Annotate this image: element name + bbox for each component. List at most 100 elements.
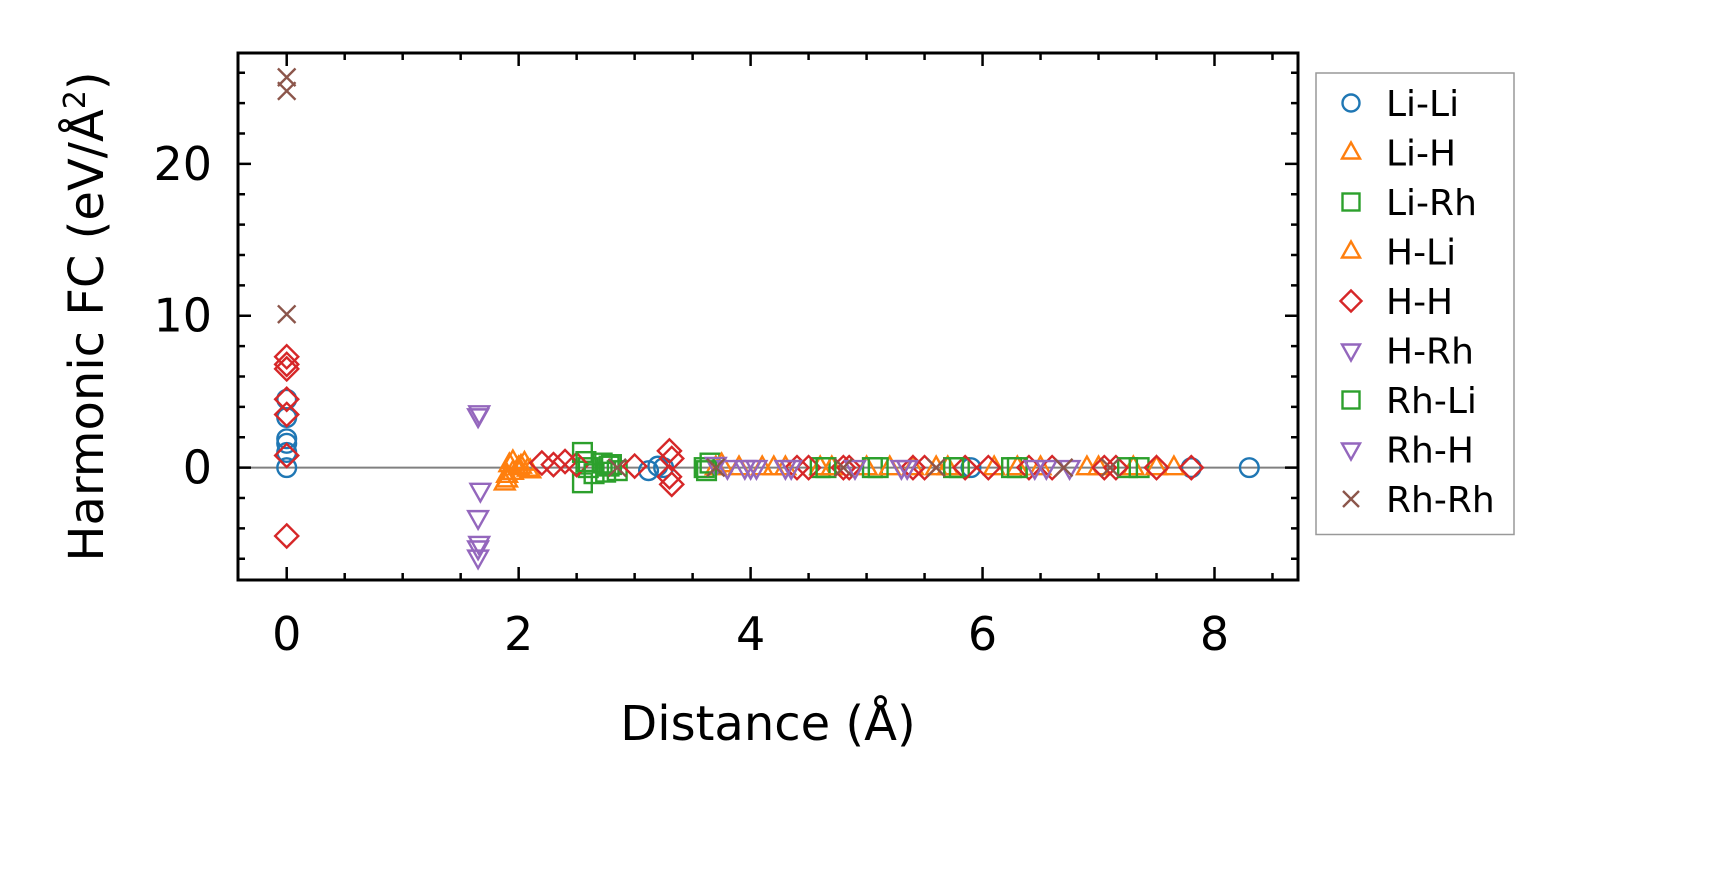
data-point-h-rh [1034,459,1059,482]
data-point-h-h [658,445,685,472]
data-point-li-li [276,457,298,479]
y-axis-label-main: Harmonic FC (eV/Å [58,109,115,562]
plot-area-frame [236,51,1300,582]
data-point-h-rh [466,509,491,532]
legend-label-li-li: Li-Li [1386,84,1459,125]
legend-label-rh-rh: Rh-Rh [1386,480,1495,521]
data-point-h-li [819,454,844,476]
data-point-li-h [1121,454,1146,476]
legend-label-li-h: Li-H [1386,134,1456,175]
data-point-rh-rh [926,457,946,478]
data-point-h-h [951,454,979,481]
data-point-h-rh [843,459,867,482]
data-point-h-h [273,355,300,383]
y-tick-label: 10 [153,289,212,343]
data-point-rh-li [1006,457,1028,479]
data-point-h-h [273,343,300,370]
legend-marker-h-rh [1339,343,1363,363]
data-point-h-h [273,522,300,550]
legend-marker-rh-li [1341,390,1361,410]
data-point-rh-li [695,460,718,482]
data-point-h-h [656,437,683,465]
data-point-h-h [975,454,1002,481]
data-point-li-rh [1128,457,1150,479]
data-point-rh-rh [833,457,854,478]
x-tick-label: 6 [968,607,997,661]
data-point-rh-li [583,463,605,485]
x-tick-label: 2 [504,607,533,661]
legend-marker-li-li [1341,93,1361,113]
data-point-h-h [540,451,567,478]
data-point-li-li [960,457,982,479]
x-tick-label: 8 [1200,607,1229,661]
data-point-rh-h [738,459,763,482]
data-point-h-li [500,458,525,480]
data-point-rh-li [575,450,597,473]
x-tick-label: 4 [736,607,765,661]
data-point-rh-li [867,457,889,479]
data-point-li-h [1161,454,1186,476]
legend-label-li-rh: Li-Rh [1386,183,1477,224]
data-point-h-rh [468,482,493,504]
legend-label-rh-h: Rh-H [1386,431,1474,472]
data-point-rh-rh [1054,457,1074,478]
data-point-rh-rh [607,457,627,478]
data-point-rh-li [815,457,837,479]
y-axis-label: Harmonic FC (eV/Å2) [58,71,115,561]
series-h-rh [466,408,1059,571]
data-point-h-h [621,452,648,480]
data-point-li-h [1028,454,1053,476]
data-point-h-h [1178,454,1205,481]
data-point-h-li [1144,454,1169,476]
data-point-h-h [658,471,685,498]
legend-marker-rh-h [1339,442,1363,462]
series-rh-h [467,405,1082,557]
data-point-h-h [273,386,300,413]
data-point-rh-h [715,459,740,482]
data-point-h-h [1143,454,1170,481]
data-point-h-li [924,454,949,476]
data-point-h-h [899,454,927,481]
data-point-li-h [935,454,960,476]
data-point-rh-rh [277,81,297,101]
legend-label-h-h: H-H [1386,282,1453,323]
data-point-h-li [495,466,520,488]
data-point-h-h [1091,454,1118,481]
data-point-li-li [276,428,298,450]
series-h-h [273,343,1205,550]
data-point-rh-li [943,457,965,479]
data-point-rh-rh [706,457,726,478]
legend-label-h-li: H-Li [1386,233,1456,274]
series-rh-li [575,450,1139,485]
data-point-h-h [273,442,300,469]
legend-marker-rh-rh [1342,490,1360,508]
data-point-li-li [1238,457,1260,479]
data-point-li-h [1074,454,1099,476]
x-tick-label: 0 [272,607,301,661]
data-point-h-h [1102,454,1130,481]
data-point-li-rh [577,457,599,479]
data-point-rh-h [1022,459,1047,482]
data-point-rh-rh [1100,457,1120,478]
data-point-h-h [783,454,811,481]
x-axis-label: Distance (Å) [620,695,915,752]
data-point-h-h [656,463,683,490]
legend-label-h-rh: H-Rh [1386,332,1474,373]
data-point-rh-h [889,459,914,482]
series-rh-rh [277,67,1120,478]
legend: Li-Li Li-H Li-Rh H-Li H-H H-Rh Rh-Li Rh-H Rh-Rh [1315,72,1515,536]
data-point-li-h [773,454,798,476]
legend-marker-h-h [1338,288,1364,314]
y-axis-label-superscript: 2 [58,90,93,109]
legend-marker-li-rh [1341,192,1361,212]
y-tick-label: 20 [153,137,212,191]
data-point-h-h [273,401,300,428]
data-point-li-li [1180,457,1202,479]
legend-marker-h-li [1339,239,1363,259]
data-point-rh-li [1116,457,1139,479]
legend-label-rh-li: Rh-Li [1386,381,1477,422]
data-point-li-rh [595,461,617,483]
data-point-rh-h [779,459,804,482]
y-tick-label: 0 [183,441,212,495]
data-point-li-h [808,454,833,476]
